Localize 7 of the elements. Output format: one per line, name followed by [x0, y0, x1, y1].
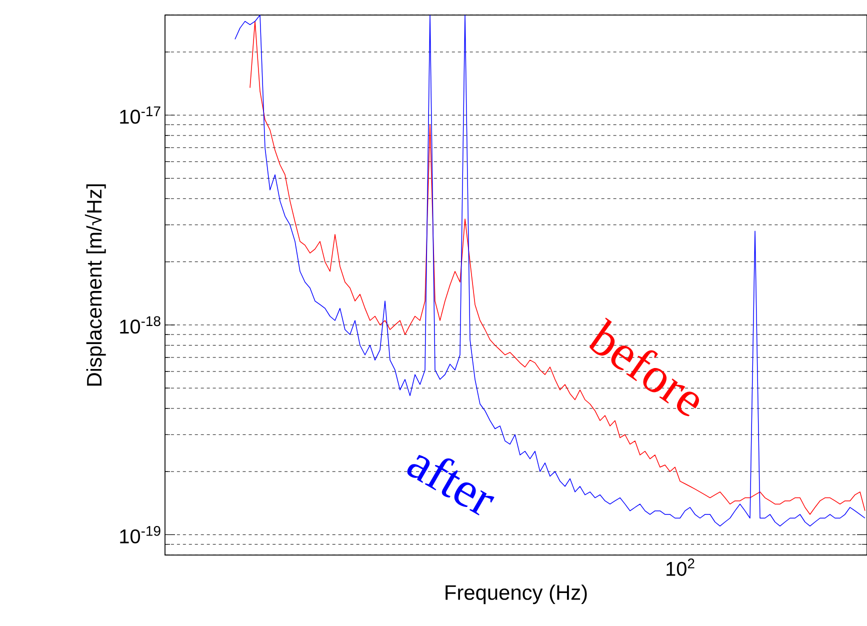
x-axis-title: Frequency (Hz) — [446, 584, 587, 604]
y-tick-label: 10$^{-17}$ — [120, 106, 160, 124]
text: after — [407, 454, 494, 516]
y-tick-label: 10$^{-19}$ — [120, 526, 160, 544]
y-axis-title: Displacement [m/√Hz] — [84, 184, 106, 386]
text: 10$^{2}$ — [666, 558, 694, 576]
y-tick-label: 10$^{-18}$ — [120, 316, 160, 334]
